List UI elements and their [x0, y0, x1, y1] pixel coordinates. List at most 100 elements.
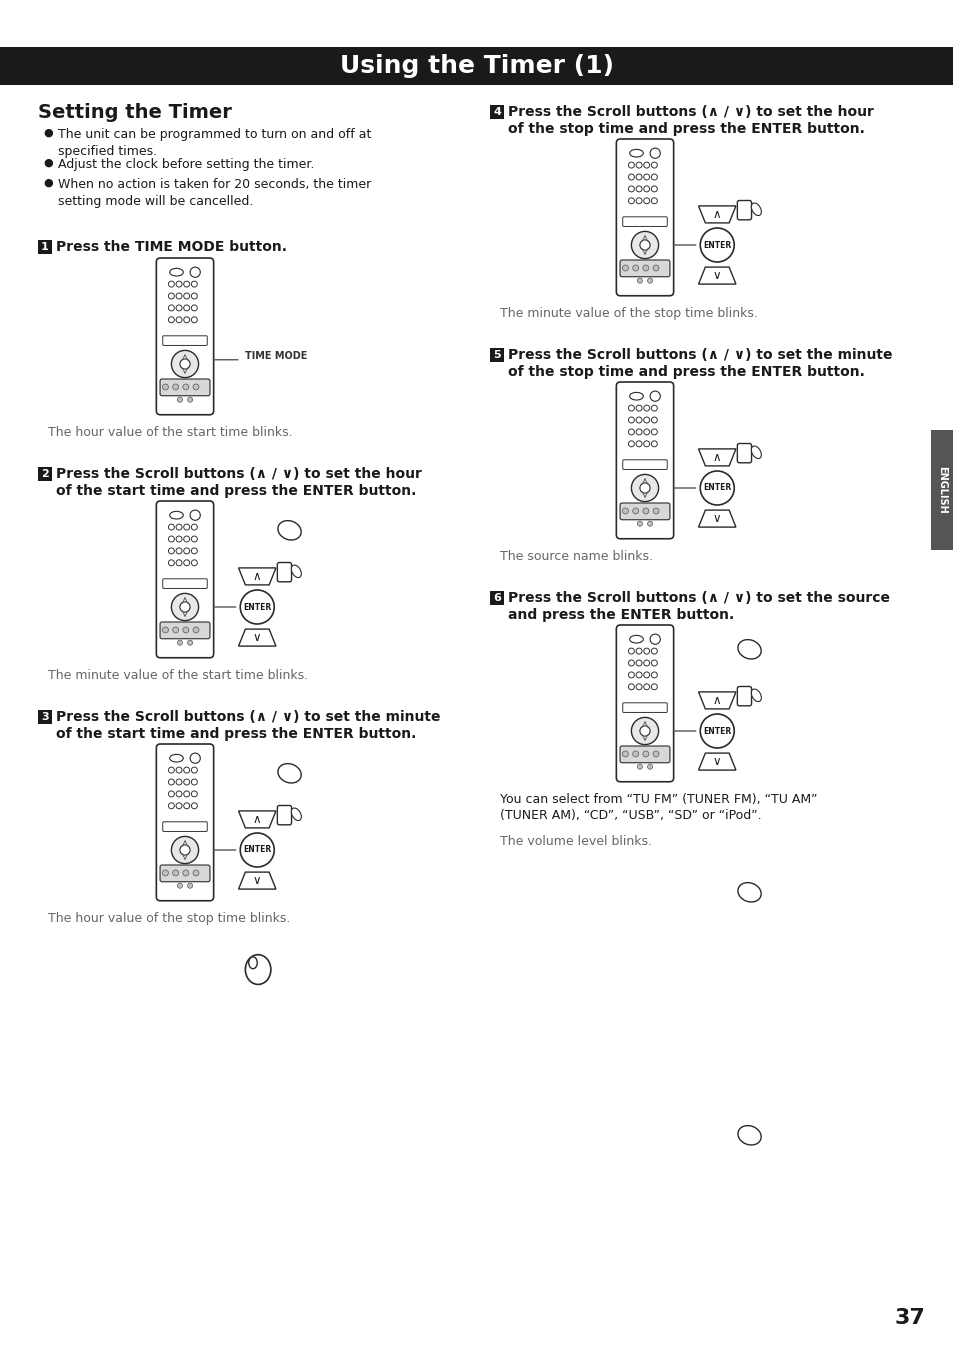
Circle shape [183, 384, 189, 390]
Circle shape [169, 282, 174, 287]
Circle shape [192, 779, 197, 785]
Circle shape [172, 869, 178, 876]
Circle shape [176, 547, 182, 554]
Polygon shape [698, 449, 735, 466]
Circle shape [700, 228, 734, 262]
Circle shape [177, 398, 182, 402]
Circle shape [192, 547, 197, 554]
Text: ●: ● [43, 158, 52, 168]
Ellipse shape [249, 957, 257, 969]
Polygon shape [698, 206, 735, 222]
Circle shape [188, 398, 193, 402]
Circle shape [177, 883, 182, 888]
Ellipse shape [170, 268, 183, 276]
Circle shape [643, 671, 649, 678]
Text: Press the Scroll buttons (∧ / ∨) to set the source: Press the Scroll buttons (∧ / ∨) to set … [507, 590, 889, 605]
Text: 37: 37 [894, 1308, 924, 1328]
Circle shape [176, 524, 182, 530]
FancyBboxPatch shape [737, 201, 751, 220]
Text: 6: 6 [493, 593, 500, 603]
Circle shape [184, 767, 190, 772]
Circle shape [169, 537, 174, 542]
Ellipse shape [277, 763, 301, 783]
Text: ∨: ∨ [712, 270, 720, 282]
Circle shape [636, 671, 641, 678]
FancyBboxPatch shape [622, 217, 666, 226]
FancyBboxPatch shape [622, 702, 666, 713]
Circle shape [639, 483, 649, 493]
Text: You can select from “TU FM” (TUNER FM), “TU AM”: You can select from “TU FM” (TUNER FM), … [499, 793, 817, 806]
Circle shape [651, 186, 657, 191]
Circle shape [180, 359, 190, 369]
Circle shape [636, 648, 641, 654]
FancyBboxPatch shape [38, 240, 52, 253]
FancyBboxPatch shape [616, 139, 673, 295]
Circle shape [169, 767, 174, 772]
Circle shape [172, 836, 198, 864]
Ellipse shape [629, 150, 642, 156]
Circle shape [172, 593, 198, 620]
Circle shape [176, 282, 182, 287]
Circle shape [184, 803, 190, 809]
Circle shape [653, 751, 659, 758]
FancyBboxPatch shape [619, 260, 669, 276]
Circle shape [621, 751, 628, 758]
FancyBboxPatch shape [38, 710, 52, 724]
Circle shape [632, 751, 638, 758]
Circle shape [651, 648, 657, 654]
FancyBboxPatch shape [930, 430, 953, 550]
Text: ∨: ∨ [712, 755, 720, 768]
Polygon shape [698, 692, 735, 709]
Ellipse shape [751, 689, 760, 701]
Circle shape [651, 683, 657, 690]
Circle shape [643, 683, 649, 690]
Circle shape [651, 661, 657, 666]
Circle shape [643, 174, 649, 181]
Circle shape [636, 417, 641, 423]
Ellipse shape [751, 204, 760, 216]
Circle shape [184, 282, 190, 287]
Circle shape [628, 406, 634, 411]
FancyBboxPatch shape [490, 105, 503, 119]
FancyBboxPatch shape [156, 744, 213, 900]
Circle shape [176, 559, 182, 566]
Circle shape [642, 751, 648, 758]
Circle shape [184, 559, 190, 566]
Text: ∧: ∧ [253, 813, 261, 826]
Circle shape [193, 384, 199, 390]
Circle shape [176, 791, 182, 797]
Circle shape [192, 293, 197, 299]
Text: Press the Scroll buttons (∧ / ∨) to set the hour: Press the Scroll buttons (∧ / ∨) to set … [56, 466, 421, 481]
Circle shape [192, 317, 197, 322]
Text: The minute value of the start time blinks.: The minute value of the start time blink… [48, 669, 308, 682]
Circle shape [637, 522, 641, 526]
Polygon shape [698, 267, 735, 284]
Circle shape [636, 162, 641, 168]
Circle shape [177, 640, 182, 646]
Text: Press the Scroll buttons (∧ / ∨) to set the hour: Press the Scroll buttons (∧ / ∨) to set … [507, 105, 873, 119]
Circle shape [190, 510, 200, 520]
Circle shape [172, 384, 178, 390]
Text: of the stop time and press the ENTER button.: of the stop time and press the ENTER but… [507, 123, 864, 136]
Circle shape [169, 559, 174, 566]
Circle shape [639, 240, 649, 251]
Ellipse shape [170, 511, 183, 519]
Circle shape [636, 406, 641, 411]
Text: (TUNER AM), “CD”, “USB”, “SD” or “iPod”.: (TUNER AM), “CD”, “USB”, “SD” or “iPod”. [499, 809, 760, 822]
Text: 2: 2 [41, 469, 49, 479]
Text: The minute value of the stop time blinks.: The minute value of the stop time blinks… [499, 307, 757, 319]
Text: ENGLISH: ENGLISH [936, 466, 946, 514]
Text: ∨: ∨ [253, 874, 261, 887]
Circle shape [628, 429, 634, 435]
Text: The hour value of the start time blinks.: The hour value of the start time blinks. [48, 426, 293, 438]
FancyBboxPatch shape [38, 466, 52, 481]
Circle shape [190, 754, 200, 763]
Circle shape [653, 266, 659, 271]
Circle shape [176, 293, 182, 299]
FancyBboxPatch shape [156, 257, 213, 415]
Circle shape [192, 803, 197, 809]
Text: Using the Timer (1): Using the Timer (1) [339, 54, 614, 78]
Text: ENTER: ENTER [702, 484, 731, 492]
Circle shape [642, 508, 648, 514]
Circle shape [642, 266, 648, 271]
